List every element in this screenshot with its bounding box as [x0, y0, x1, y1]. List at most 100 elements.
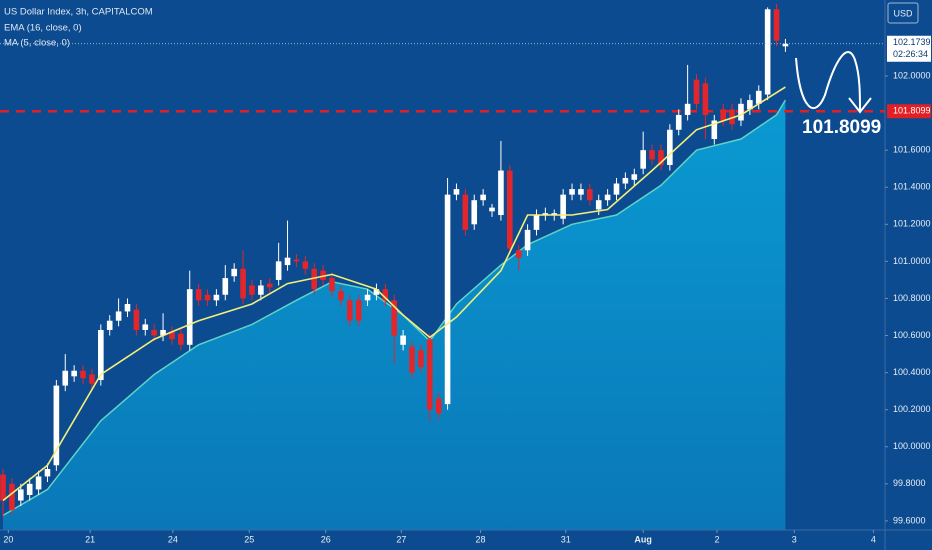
plot-area	[0, 3, 885, 530]
candle-body	[515, 250, 522, 258]
candle-body	[293, 259, 300, 262]
y-tick-label: 100.6000	[893, 330, 931, 340]
candle-body	[729, 109, 735, 125]
candle-body	[311, 268, 318, 290]
candle-body	[480, 194, 486, 201]
countdown-label: 02:26:34	[893, 49, 928, 59]
candle-body	[569, 189, 575, 195]
candle-body	[524, 229, 531, 251]
candle-body	[755, 90, 762, 104]
x-tick-label: 28	[475, 534, 485, 544]
candle-body	[693, 79, 700, 104]
candle-body	[684, 103, 691, 115]
candle-body	[275, 261, 282, 280]
x-tick-label: 26	[321, 534, 331, 544]
candle-body	[338, 291, 344, 301]
candle-body	[400, 335, 406, 345]
candle-body	[658, 150, 664, 165]
y-tick-label: 100.0000	[893, 441, 931, 451]
candle-body	[213, 294, 220, 301]
y-tick-label: 101.6000	[893, 145, 931, 155]
candle-body	[249, 285, 255, 295]
candle-body	[284, 257, 291, 266]
annotation-arrow	[795, 51, 861, 111]
candle-body	[595, 200, 602, 210]
candle-body	[231, 268, 237, 277]
y-tick-label: 101.0000	[893, 256, 931, 266]
candle-body	[409, 346, 415, 373]
candle-body	[435, 398, 442, 414]
candle-body	[391, 300, 398, 336]
candle-body	[462, 194, 469, 230]
y-tick-label: 100.2000	[893, 404, 931, 414]
candle-body	[9, 483, 15, 510]
candle-body	[364, 294, 371, 301]
candle-body	[444, 194, 451, 405]
candle-body	[507, 170, 513, 249]
candle-body	[426, 339, 433, 410]
candle-body	[0, 474, 6, 501]
candle-body	[320, 270, 326, 280]
candle-body	[106, 320, 113, 330]
candle-body	[26, 483, 33, 495]
x-tick-label: 2	[714, 534, 719, 544]
candle-body	[186, 289, 193, 345]
x-tick-label: 21	[85, 534, 95, 544]
candle-body	[35, 476, 42, 490]
candle-body	[302, 261, 309, 269]
candle-body	[720, 109, 726, 121]
candle-body	[498, 170, 504, 216]
candle-body	[764, 9, 771, 95]
candle-body	[631, 174, 638, 180]
candle-body	[675, 114, 682, 130]
last-price-label: 102.1739	[893, 37, 931, 47]
candle-body	[151, 329, 157, 336]
candle-body	[178, 333, 184, 345]
candle-body	[195, 289, 202, 301]
candle-body	[18, 489, 24, 501]
candle-body	[89, 374, 95, 384]
candle-body	[124, 304, 131, 312]
candle-body	[169, 331, 175, 340]
candle-body	[604, 194, 611, 201]
candle-body	[489, 207, 495, 212]
x-tick-label: 31	[561, 534, 571, 544]
candle-body	[587, 189, 593, 201]
candle-body	[738, 103, 744, 121]
y-tick-label: 101.4000	[893, 182, 931, 192]
candle-body	[160, 329, 166, 336]
candle-body	[542, 213, 549, 216]
annotation-arrowhead	[848, 97, 872, 114]
y-tick-label: 99.8000	[893, 478, 926, 488]
candle-body	[578, 189, 584, 195]
candle-body	[204, 294, 211, 301]
candle-body	[747, 100, 753, 110]
candle-body	[222, 278, 229, 295]
y-tick-label: 101.2000	[893, 219, 931, 229]
candle-body	[71, 370, 77, 377]
level-annotation: 101.8099	[802, 117, 881, 138]
ema-legend: EMA (16, close, 0)	[4, 23, 82, 34]
candle-body	[62, 370, 69, 386]
ma-legend: MA (5, close, 0)	[4, 38, 70, 49]
y-tick-label: 100.8000	[893, 293, 931, 303]
currency[interactable]: USD	[893, 8, 913, 18]
candle-body	[471, 200, 478, 225]
level-label: 101.8099	[893, 106, 931, 116]
candle-body	[240, 268, 246, 299]
candle-body	[133, 309, 140, 330]
x-tick-label: 3	[792, 534, 797, 544]
x-tick-label: 25	[244, 534, 254, 544]
x-tick-label: Aug	[634, 534, 652, 544]
y-tick-label: 100.4000	[893, 367, 931, 377]
candle-body	[711, 120, 718, 140]
candle-body	[667, 129, 673, 165]
currency-button[interactable]	[887, 2, 919, 24]
x-tick-label: 4	[871, 534, 876, 544]
candle-body	[53, 385, 60, 466]
x-tick-label: 24	[168, 534, 178, 544]
candle-body	[418, 350, 424, 368]
candle-body	[782, 43, 789, 47]
y-tick-label: 102.0000	[893, 70, 931, 80]
